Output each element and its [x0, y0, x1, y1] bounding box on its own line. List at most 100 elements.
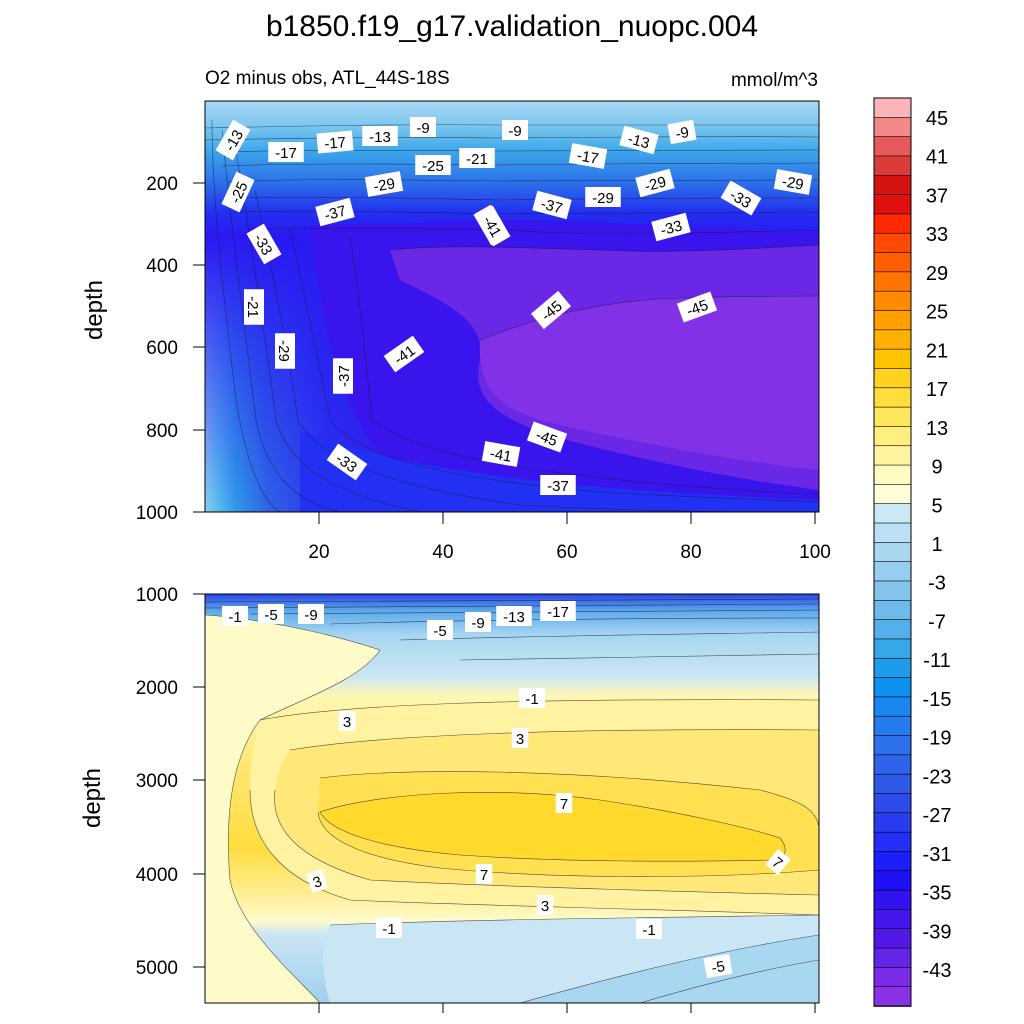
colorbar-swatch — [873, 735, 912, 756]
colorbar-tick-label: 33 — [926, 224, 948, 246]
contour-label: -29 — [364, 171, 404, 197]
svg-text:-37: -37 — [336, 365, 353, 387]
svg-text:3: 3 — [541, 898, 549, 915]
lower-plot-frame — [204, 593, 820, 1004]
svg-text:-25: -25 — [422, 158, 444, 175]
svg-text:-9: -9 — [508, 123, 521, 140]
colorbar-swatch — [873, 580, 912, 602]
colorbar-swatch — [873, 677, 912, 698]
svg-text:-21: -21 — [244, 296, 261, 318]
colorbar-swatch — [873, 715, 912, 737]
colorbar-swatch — [873, 793, 912, 814]
contour-label: -1 — [222, 606, 248, 626]
colorbar-swatch — [873, 252, 912, 273]
contour-label: -21 — [244, 289, 264, 325]
svg-text:3: 3 — [516, 731, 524, 748]
colorbar-swatch — [873, 657, 912, 679]
colorbar-swatch — [873, 426, 912, 447]
upper-ytick-label: 1000 — [136, 503, 178, 524]
contour-label: -5 — [427, 620, 453, 640]
lower-ytick-label: 5000 — [136, 958, 178, 979]
svg-text:-1: -1 — [525, 691, 538, 708]
contour-label: -5 — [703, 953, 733, 979]
colorbar-swatch — [873, 599, 912, 621]
svg-text:-21: -21 — [466, 151, 488, 168]
contour-label: 3 — [305, 868, 329, 894]
contour-label: -45 — [526, 421, 568, 453]
contour-label: -9 — [298, 604, 324, 624]
colorbar-swatch — [873, 97, 912, 119]
svg-text:-1: -1 — [642, 922, 655, 939]
svg-text:3: 3 — [343, 714, 351, 731]
colorbar-swatch — [873, 870, 912, 891]
colorbar-tick-label: -3 — [928, 573, 946, 595]
svg-text:-17: -17 — [324, 134, 347, 153]
contour-label: 7 — [765, 849, 791, 875]
contour-label: -9 — [410, 117, 436, 137]
colorbar: 45 41 37 33 29 25 21 17 13 9 5 1 -3 -7 -11 -15 -19 -23 -27… — [873, 97, 952, 1007]
upper-contour-labels: -13 -17-17 -13-9 -9-17-13 -9-25 -29-25 -21-29-… — [215, 117, 813, 495]
lower-ytick-label: 4000 — [136, 865, 178, 886]
colorbar-swatch — [873, 117, 912, 138]
colorbar-tick-label: 21 — [926, 340, 948, 362]
colorbar-swatch — [873, 831, 912, 853]
contour-label: -13 — [362, 126, 398, 146]
colorbar-swatch — [873, 232, 912, 254]
colorbar-swatch — [873, 928, 912, 949]
svg-text:-5: -5 — [710, 958, 726, 977]
upper-ytick-label: 800 — [146, 421, 178, 442]
svg-text:-29: -29 — [592, 190, 614, 207]
colorbar-tick-label: -35 — [923, 883, 952, 905]
colorbar-swatch — [873, 290, 912, 312]
colorbar-tick-label: 45 — [926, 108, 948, 130]
colorbar-tick-label: -19 — [923, 728, 952, 750]
contour-label: -9 — [502, 120, 528, 140]
colorbar-swatch — [873, 967, 912, 988]
colorbar-tick-label: -11 — [923, 650, 950, 672]
upper-panel: 200 400 600 800 1000 20 40 60 80 100 dep… — [81, 100, 831, 563]
region-pale-left — [205, 615, 380, 1003]
colorbar-swatch — [873, 310, 912, 331]
region-plus-7 — [320, 792, 786, 862]
colorbar-tick-label: -15 — [923, 689, 952, 711]
svg-text:-13: -13 — [503, 609, 525, 626]
colorbar-tick-label: -43 — [923, 960, 952, 982]
contour-label: -17 — [540, 601, 576, 621]
contour-label: -37 — [315, 197, 355, 227]
contour-label: -29 — [635, 168, 675, 198]
colorbar-swatch — [873, 754, 912, 775]
contour-label: -17 — [316, 130, 354, 154]
upper-xtick-label: 60 — [556, 542, 577, 563]
chart-title: b1850.f19_g17.validation_nuopc.004 — [266, 10, 758, 43]
svg-text:7: 7 — [480, 867, 488, 884]
contour-label: -29 — [773, 169, 813, 195]
contour-label: -41 — [481, 441, 521, 467]
contour-label: -29 — [275, 333, 295, 369]
colorbar-tick-label: 1 — [931, 534, 942, 556]
colorbar-swatch — [873, 194, 912, 215]
panel-subtitle: O2 minus obs, ATL_44S-18S — [205, 68, 450, 89]
upper-xtick-label: 40 — [432, 542, 453, 563]
upper-ytick-label: 400 — [146, 256, 178, 277]
contour-label: 3 — [536, 895, 554, 915]
colorbar-tick-label: 37 — [926, 185, 948, 207]
contour-label: -37 — [540, 475, 576, 495]
svg-text:-5: -5 — [433, 623, 446, 640]
contour-label: -13 — [619, 125, 659, 155]
region-minus-47 — [479, 296, 819, 470]
svg-text:-17: -17 — [576, 147, 600, 168]
svg-text:-1: -1 — [382, 921, 395, 938]
colorbar-swatch — [873, 213, 912, 235]
svg-text:7: 7 — [560, 796, 568, 813]
svg-text:-33: -33 — [659, 217, 684, 239]
svg-text:-41: -41 — [489, 445, 513, 466]
contour-label: 3 — [511, 728, 529, 748]
colorbar-swatch — [873, 368, 912, 389]
colorbar-swatch — [873, 406, 912, 428]
contour-label: -17 — [568, 143, 608, 169]
contour-label: -37 — [532, 190, 572, 220]
contour-label: -17 — [268, 142, 304, 162]
colorbar-tick-label: -7 — [928, 611, 946, 633]
